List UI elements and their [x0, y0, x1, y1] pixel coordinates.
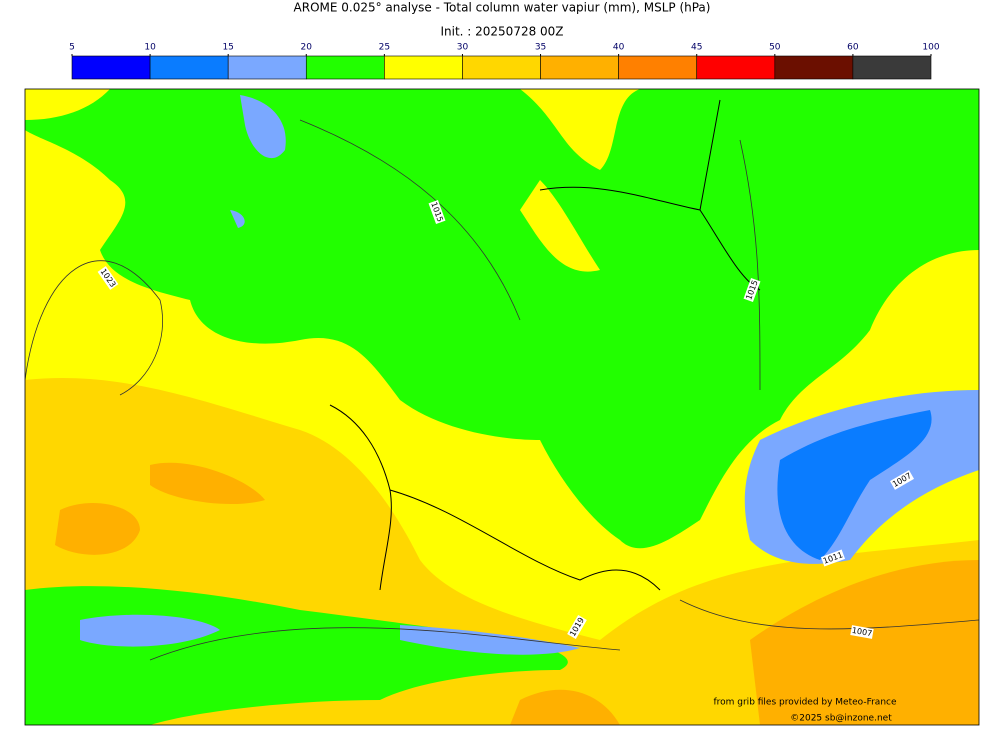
credit: from grib files provided by Meteo-France [713, 698, 896, 708]
colorbar-tick-label: 60 [847, 43, 859, 53]
isobar-label: 1007 [850, 625, 874, 639]
colorbar: 5 10 15 20 25 30 35 40 45 50 60 100 [69, 43, 940, 80]
credit: ©2025 sb@inzone.net [790, 714, 892, 724]
colorbar-segment [384, 55, 463, 80]
colorbar-tick-label: 15 [222, 43, 233, 53]
tcwv-35-40 [55, 462, 620, 725]
colorbar-tick-label: 25 [379, 43, 390, 53]
colorbar-tick-label: 20 [301, 43, 313, 53]
isobar-label-bg [97, 266, 119, 290]
colorbar-tick-label: 30 [457, 43, 469, 53]
tcwv-35-40 [750, 560, 979, 725]
map-subtitle: Init. : 20250728 00Z [440, 25, 563, 39]
border [329, 99, 761, 591]
colorbar-segment [540, 55, 619, 80]
colorbar-tick-label: 45 [691, 43, 702, 53]
colorbar-segment [149, 55, 229, 80]
isobar-label-bg [567, 614, 587, 640]
isobar-label-bg [743, 277, 761, 303]
map-title: AROME 0.025° analyse - Total column wate… [294, 1, 711, 15]
isobar-label-bg [850, 625, 874, 639]
colorbar-tick-label: 40 [613, 43, 625, 53]
map-frame [24, 88, 980, 726]
isobar-label-text: 1007 [851, 626, 873, 638]
colorbar-segment [696, 55, 776, 80]
colorbar-segment [774, 55, 854, 80]
colorbar-segment [227, 55, 307, 80]
colorbar-tick-label: 50 [769, 43, 781, 53]
map [25, 89, 979, 725]
isobar [25, 119, 979, 661]
colorbar-tick-label: 35 [535, 43, 546, 53]
isobar-label-bg [889, 470, 915, 490]
colorbar-segment [305, 55, 385, 80]
colorbar-segment [618, 55, 698, 80]
colorbar-tick-label: 100 [922, 43, 939, 53]
colorbar-tick-label: 10 [144, 43, 156, 53]
colorbar-segment [852, 55, 932, 80]
tcwv-15-20 [230, 95, 286, 228]
tcwv-25-30 [25, 89, 600, 272]
isobar-label-bg [820, 549, 846, 567]
tcwv-10-15 [777, 410, 932, 560]
colorbar-segment [462, 55, 541, 80]
isobar-label-bg [428, 199, 446, 225]
tcwv-20-25 [25, 89, 979, 549]
colorbar-tick-label: 5 [69, 43, 75, 53]
colorbar-segment [71, 55, 151, 80]
tcwv-15-20 [80, 614, 580, 655]
